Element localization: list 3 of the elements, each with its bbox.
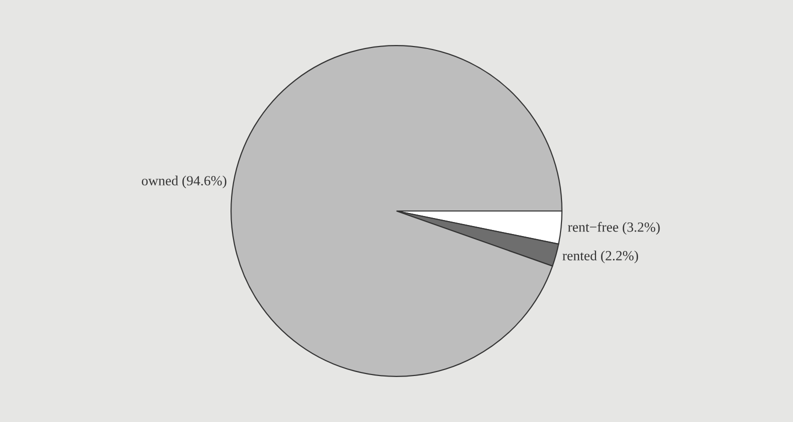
slice-label: rented (2.2%) — [562, 250, 638, 264]
slice-label: owned (94.6%) — [142, 176, 226, 188]
slice-label: rent−free (3.2%) — [568, 222, 660, 235]
